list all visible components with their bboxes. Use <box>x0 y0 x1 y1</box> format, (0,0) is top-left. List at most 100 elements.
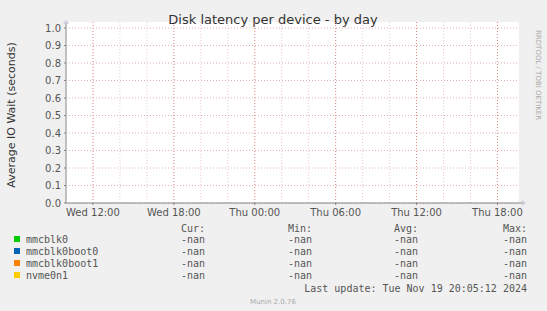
x-tick-label: Thu 12:00 <box>390 207 442 218</box>
y-tick <box>64 185 66 186</box>
stats-value: -nan <box>394 258 418 269</box>
y-tick-label: 0.1 <box>45 180 61 191</box>
y-tick-label: 0.8 <box>45 58 61 69</box>
x-axis <box>66 203 522 204</box>
y-tick-label: 0.2 <box>45 163 61 174</box>
stats-value: -nan <box>503 246 527 257</box>
y-tick-label: 0.3 <box>45 145 61 156</box>
legend-label: mmcblk0boot0 <box>26 246 98 257</box>
y-tick <box>64 80 66 81</box>
stats-value: -nan <box>181 270 205 281</box>
x-tick <box>254 203 255 205</box>
minor-grid <box>146 22 147 203</box>
x-axis-arrow <box>522 200 526 206</box>
y-tick <box>64 98 66 99</box>
y-axis-label: Average IO Wait (seconds) <box>5 42 18 187</box>
chart: Disk latency per device - by day Average … <box>0 0 547 311</box>
minor-grid <box>281 22 282 203</box>
minor-grid <box>389 22 390 203</box>
grid-line <box>66 63 519 64</box>
stats-header: Avg: <box>394 223 418 234</box>
background <box>0 0 547 311</box>
y-tick <box>64 150 66 151</box>
stats-value: -nan <box>288 258 312 269</box>
x-tick <box>497 203 498 205</box>
y-tick <box>64 28 66 29</box>
stats-value: -nan <box>288 270 312 281</box>
legend-swatch <box>14 260 20 266</box>
stats-header: Max: <box>503 223 527 234</box>
stats-value: -nan <box>394 270 418 281</box>
grid-line <box>66 45 519 46</box>
legend-swatch <box>14 248 20 254</box>
y-tick <box>64 133 66 134</box>
stats-value: -nan <box>288 246 312 257</box>
minor-grid <box>308 22 309 203</box>
grid-line <box>173 22 174 203</box>
legend-label: mmcblk0 <box>26 234 68 245</box>
title: Disk latency per device - by day <box>168 12 378 27</box>
legend-label: mmcblk0boot1 <box>26 258 98 269</box>
last-update: Last update: Tue Nov 19 20:05:12 2024 <box>304 283 527 294</box>
grid-line <box>416 22 417 203</box>
legend-swatch <box>14 236 20 242</box>
grid-line <box>66 133 519 134</box>
stats-value: -nan <box>288 234 312 245</box>
stats-value: -nan <box>503 234 527 245</box>
grid-line <box>497 22 498 203</box>
y-tick <box>64 203 66 204</box>
watermark: RRDTOOL / TOBI OETIKER <box>534 30 542 120</box>
stats-value: -nan <box>181 234 205 245</box>
legend-swatch <box>14 272 20 278</box>
x-tick-label: Thu 00:00 <box>228 207 280 218</box>
grid-line <box>66 185 519 186</box>
y-tick <box>64 45 66 46</box>
x-tick-label: Wed 18:00 <box>147 207 201 218</box>
stats-header: Cur: <box>181 223 205 234</box>
y-tick-label: 0.0 <box>45 198 61 209</box>
grid-line <box>66 28 519 29</box>
x-tick <box>335 203 336 205</box>
grid-line <box>66 150 519 151</box>
minor-grid <box>470 22 471 203</box>
x-tick-label: Thu 18:00 <box>471 207 523 218</box>
grid-line <box>66 168 519 169</box>
y-axis-arrow <box>63 20 69 24</box>
y-tick <box>64 168 66 169</box>
minor-grid <box>200 22 201 203</box>
minor-grid <box>227 22 228 203</box>
grid-line <box>66 98 519 99</box>
grid-line <box>66 80 519 81</box>
stats-value: -nan <box>181 258 205 269</box>
x-tick <box>416 203 417 205</box>
legend-label: nvme0n1 <box>26 270 68 281</box>
y-tick-label: 1.0 <box>45 23 61 34</box>
x-tick-label: Wed 12:00 <box>66 207 120 218</box>
y-tick-label: 0.5 <box>45 110 61 121</box>
stats-value: -nan <box>503 270 527 281</box>
stats-value: -nan <box>394 234 418 245</box>
minor-grid <box>443 22 444 203</box>
grid-line <box>254 22 255 203</box>
stats-header: Min: <box>288 223 312 234</box>
x-tick <box>92 203 93 205</box>
minor-grid <box>119 22 120 203</box>
y-tick <box>64 63 66 64</box>
y-tick-label: 0.7 <box>45 75 61 86</box>
minor-grid <box>362 22 363 203</box>
grid-line <box>92 22 93 203</box>
y-tick <box>64 115 66 116</box>
y-tick-label: 0.4 <box>45 128 61 139</box>
stats-value: -nan <box>503 258 527 269</box>
footer: Munin 2.0.76 <box>250 298 296 306</box>
x-tick-label: Thu 06:00 <box>309 207 361 218</box>
grid-line <box>66 115 519 116</box>
x-tick <box>173 203 174 205</box>
stats-value: -nan <box>181 246 205 257</box>
y-tick-label: 0.6 <box>45 93 61 104</box>
plot-area <box>66 22 519 203</box>
stats-value: -nan <box>394 246 418 257</box>
grid-line <box>335 22 336 203</box>
y-tick-label: 0.9 <box>45 40 61 51</box>
y-axis <box>66 24 67 203</box>
